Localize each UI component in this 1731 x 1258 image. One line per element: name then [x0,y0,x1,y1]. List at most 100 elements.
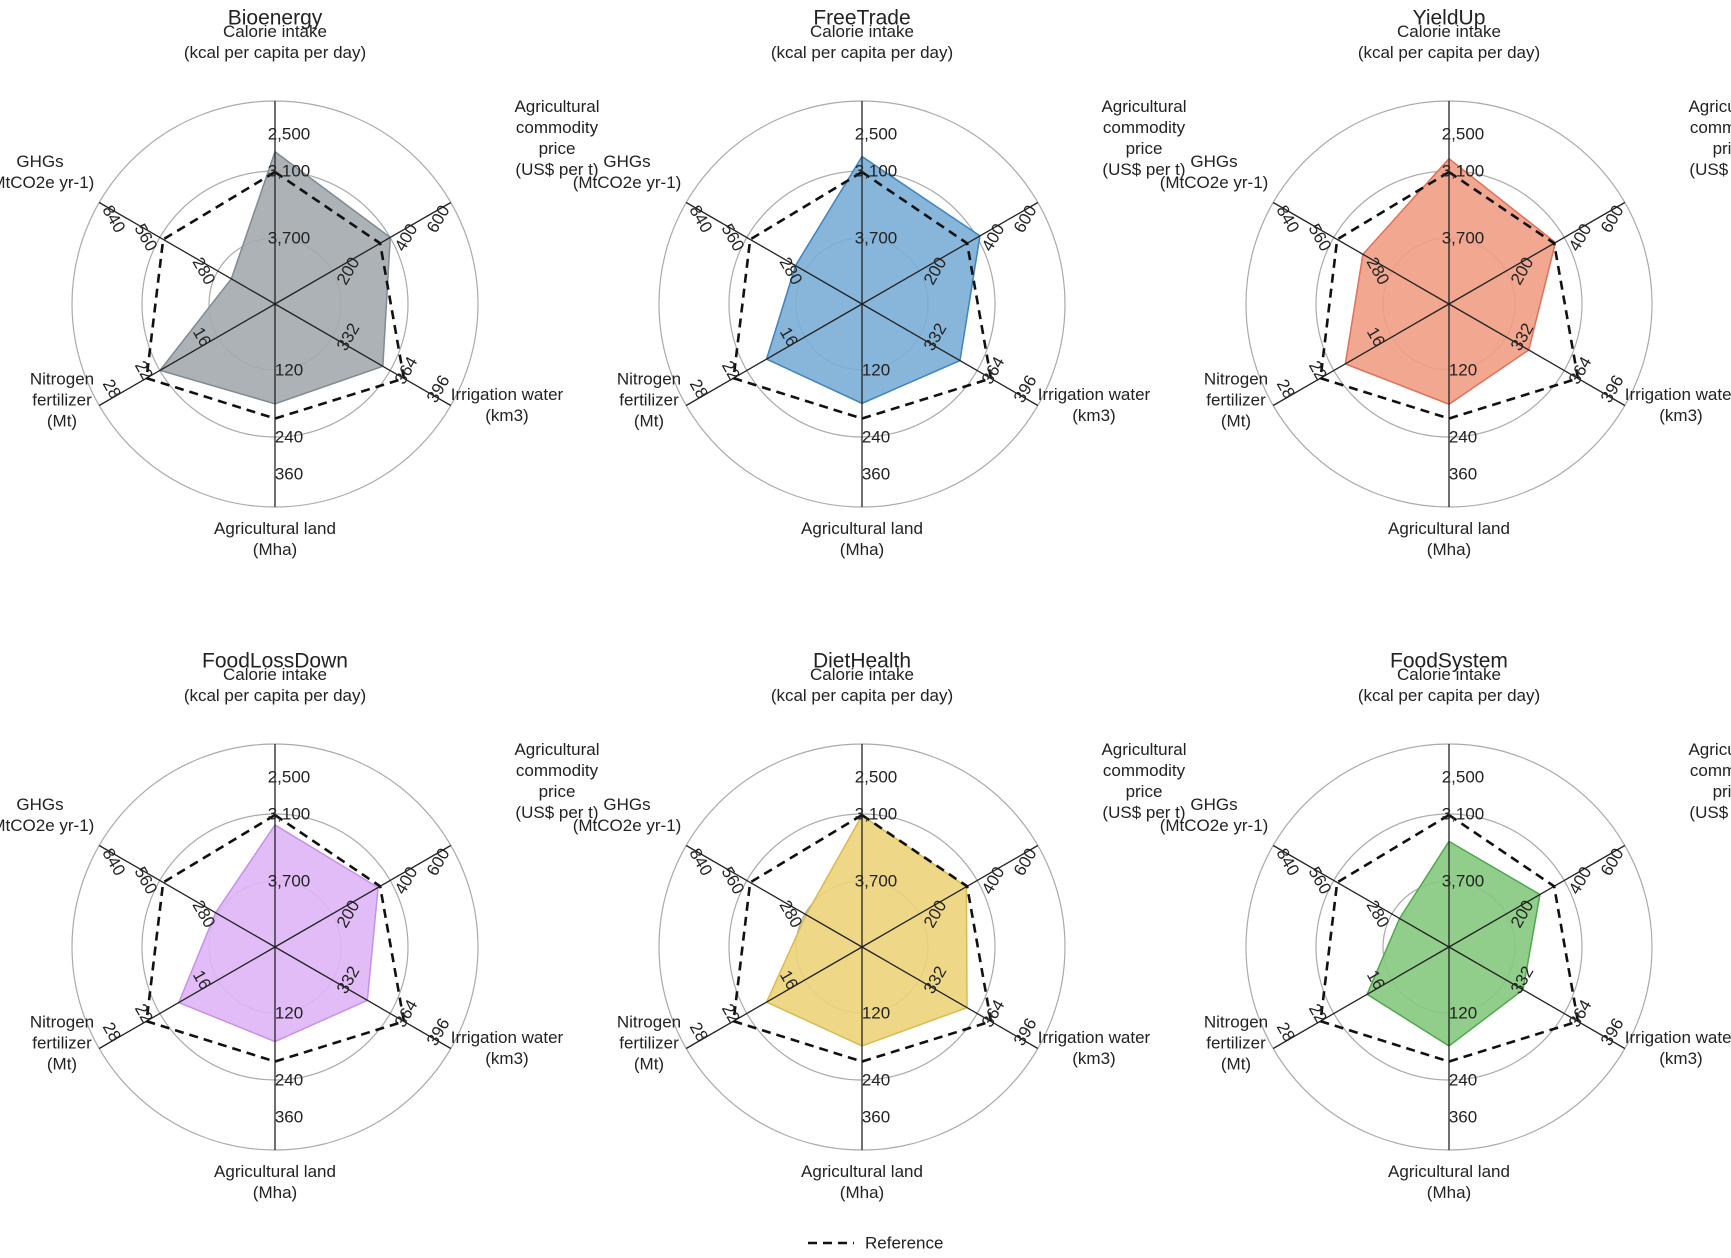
axis-title-price: price [1126,139,1163,158]
axis-title-price: commodity [516,761,599,780]
axis-spoke-water [274,303,452,407]
tick-label-ghg: 840 [685,845,716,879]
tick-label-calorie: 2,500 [268,768,311,787]
tick-label-land: 120 [862,361,890,380]
reference-polygon [1319,813,1580,1063]
tick-label-price: 400 [1565,863,1596,897]
legend-reference-label: Reference [865,1234,943,1253]
tick-label-price: 400 [1565,220,1596,254]
axis-title-nitrogen: Nitrogen [617,370,681,389]
axis-title-price: Agricultural [1688,97,1731,116]
axis-title-water: (km3) [1659,1049,1702,1068]
tick-label-ghg: 560 [717,863,748,897]
reference-polygon [732,813,993,1063]
axis-title-price: price [1126,782,1163,801]
tick-label-calorie: 3,700 [268,872,311,891]
tick-label-price: 600 [423,845,454,879]
axis-title-calorie: (kcal per capita per day) [771,43,953,62]
axis-title-water: (km3) [1072,1049,1115,1068]
tick-label-calorie: 2,500 [855,125,898,144]
tick-label-price: 600 [1010,845,1041,879]
reference-polygon [732,170,993,420]
axis-title-water: (km3) [485,406,528,425]
axis-title-ghg: (MtCO2e yr-1) [0,816,94,835]
axis-title-price: Agricultural [514,97,599,116]
axis-title-calorie: Calorie intake [1397,22,1501,41]
axis-spoke-nitrogen [1272,303,1450,407]
axis-title-calorie: Calorie intake [810,665,914,684]
tick-label-ghg: 560 [130,863,161,897]
tick-label-nitrogen: 28 [1273,376,1299,402]
axis-title-land: (Mha) [1427,1183,1471,1202]
axis-spoke-nitrogen [685,303,863,407]
tick-label-land: 120 [275,1004,303,1023]
axis-title-nitrogen: Nitrogen [617,1013,681,1032]
axis-title-land: (Mha) [253,540,297,559]
tick-label-calorie: 3,700 [855,229,898,248]
axis-title-ghg: GHGs [16,152,63,171]
axis-title-land: (Mha) [840,540,884,559]
tick-label-land: 240 [275,428,303,447]
radar-panel-FreeTrade: 2,5003,1003,7006004002003963643323602401… [573,7,1187,560]
axis-title-ghg: GHGs [16,795,63,814]
axis-title-price: price [1713,782,1731,801]
axis-spoke-ghg [685,201,863,305]
axis-title-calorie: Calorie intake [223,22,327,41]
axis-spoke-ghg [1272,844,1450,948]
axis-title-land: Agricultural land [214,519,336,538]
axis-title-price: Agricultural [1688,740,1731,759]
axis-title-nitrogen: (Mt) [1221,412,1251,431]
axis-title-price: (US$ per t) [1689,160,1731,179]
axis-title-price: Agricultural [1101,740,1186,759]
tick-label-calorie: 3,700 [1442,229,1485,248]
tick-label-land: 120 [275,361,303,380]
tick-label-land: 360 [1449,1108,1477,1127]
axis-title-calorie: (kcal per capita per day) [1358,686,1540,705]
axis-title-land: (Mha) [253,1183,297,1202]
axis-spoke-ghg [685,844,863,948]
axis-title-nitrogen: fertilizer [1206,391,1266,410]
tick-label-price: 400 [391,220,422,254]
axis-spoke-water [1448,303,1626,407]
tick-label-water: 396 [1597,372,1628,406]
axis-title-price: price [539,782,576,801]
tick-label-calorie: 3,700 [1442,872,1485,891]
tick-label-price: 600 [1597,845,1628,879]
axis-spoke-price [861,201,1039,305]
tick-label-calorie: 2,500 [268,125,311,144]
tick-label-calorie: 3,100 [1442,162,1485,181]
radar-panel-FoodLossDown: 2,5003,1003,7006004002003963643323602401… [0,650,600,1203]
axis-title-price: Agricultural [1101,97,1186,116]
tick-label-calorie: 3,700 [268,229,311,248]
tick-label-calorie: 2,500 [1442,768,1485,787]
axis-title-ghg: GHGs [1190,795,1237,814]
tick-label-calorie: 3,100 [855,805,898,824]
axis-title-land: (Mha) [840,1183,884,1202]
axis-title-ghg: (MtCO2e yr-1) [573,816,682,835]
axis-title-price: Agricultural [514,740,599,759]
tick-label-ghg: 840 [1272,202,1303,236]
axis-title-nitrogen: fertilizer [32,1034,92,1053]
tick-label-ghg: 560 [717,220,748,254]
tick-label-ghg: 560 [1304,863,1335,897]
axis-title-calorie: Calorie intake [810,22,914,41]
axis-title-ghg: GHGs [1190,152,1237,171]
axis-title-water: Irrigation water [451,385,564,404]
tick-label-land: 240 [862,1071,890,1090]
axis-title-ghg: GHGs [603,795,650,814]
axis-title-ghg: (MtCO2e yr-1) [1160,173,1269,192]
axis-spoke-price [274,844,452,948]
axis-title-nitrogen: (Mt) [1221,1055,1251,1074]
tick-label-nitrogen: 28 [686,1019,712,1045]
tick-label-calorie: 3,100 [1442,805,1485,824]
tick-label-land: 360 [275,1108,303,1127]
axis-title-land: Agricultural land [1388,519,1510,538]
axis-title-ghg: (MtCO2e yr-1) [1160,816,1269,835]
axis-title-price: (US$ per t) [1102,803,1185,822]
tick-label-water: 396 [423,1015,454,1049]
tick-label-water: 396 [1010,372,1041,406]
axis-title-nitrogen: Nitrogen [30,1013,94,1032]
panel-title: Bioenergy [228,7,323,30]
axis-spoke-price [1448,201,1626,305]
